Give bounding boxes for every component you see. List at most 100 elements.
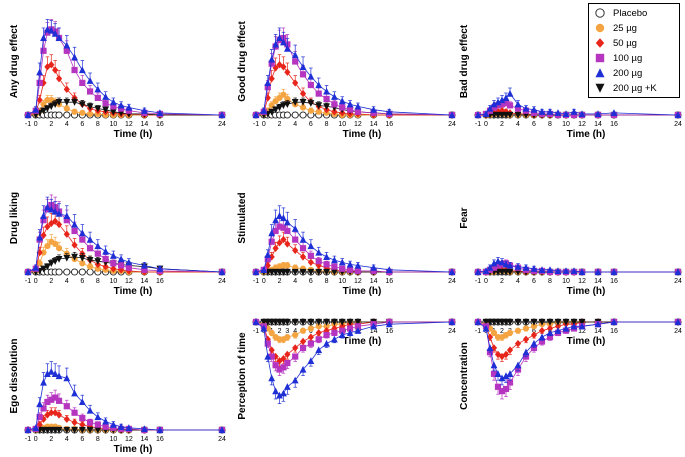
data-point bbox=[292, 353, 299, 360]
data-point bbox=[299, 111, 307, 119]
data-point bbox=[272, 216, 279, 224]
data-point bbox=[331, 268, 338, 276]
data-point bbox=[264, 84, 271, 91]
data-point bbox=[117, 101, 125, 109]
data-point bbox=[284, 227, 291, 235]
data-point bbox=[272, 387, 279, 395]
data-point bbox=[264, 261, 271, 270]
data-point bbox=[102, 93, 109, 100]
data-point bbox=[272, 352, 279, 361]
data-point bbox=[522, 263, 530, 271]
data-point bbox=[276, 61, 283, 69]
x-tick-label: 4 bbox=[65, 436, 69, 443]
x-tick-label: 0 bbox=[34, 278, 38, 285]
x-tick-label: 3 bbox=[285, 328, 289, 335]
data-point bbox=[48, 61, 55, 69]
data-point bbox=[546, 324, 554, 333]
data-point bbox=[71, 53, 78, 61]
x-tick-label: 4 bbox=[293, 278, 297, 285]
x-tick-label: 24 bbox=[448, 121, 456, 128]
x-tick-label: 4 bbox=[293, 121, 297, 128]
data-point bbox=[562, 267, 570, 275]
data-point bbox=[530, 318, 538, 326]
data-point bbox=[47, 103, 55, 111]
x-tick-label: 24 bbox=[448, 278, 456, 285]
data-point bbox=[78, 426, 86, 434]
x-tick-label: 6 bbox=[309, 121, 313, 128]
x-tick-label: 16 bbox=[156, 436, 164, 443]
legend-label: Placebo bbox=[613, 7, 648, 19]
data-point bbox=[272, 64, 279, 72]
data-point bbox=[530, 331, 538, 339]
y-axis-title: Perception of time bbox=[237, 332, 248, 420]
x-tick-label: 14 bbox=[370, 278, 378, 285]
data-point bbox=[71, 108, 78, 115]
series-200-ug bbox=[252, 27, 456, 119]
data-point bbox=[538, 266, 546, 273]
data-point bbox=[486, 104, 494, 112]
x-tick-label: -1 bbox=[25, 436, 31, 443]
data-point bbox=[506, 89, 514, 97]
data-point bbox=[522, 335, 530, 343]
data-point bbox=[346, 266, 354, 273]
data-point bbox=[354, 318, 362, 326]
data-point bbox=[44, 203, 51, 211]
data-point bbox=[63, 47, 70, 54]
data-point bbox=[276, 104, 283, 112]
data-point bbox=[55, 209, 63, 217]
data-point bbox=[354, 326, 362, 334]
series-200-ug bbox=[474, 87, 682, 119]
data-point bbox=[284, 334, 291, 341]
data-point bbox=[276, 239, 283, 247]
data-point bbox=[94, 94, 101, 101]
data-point bbox=[276, 223, 283, 230]
data-point bbox=[323, 323, 330, 330]
data-point bbox=[594, 268, 602, 276]
data-point bbox=[102, 417, 109, 425]
data-point bbox=[522, 104, 530, 112]
data-point bbox=[546, 266, 554, 273]
data-point bbox=[339, 327, 346, 334]
data-point bbox=[354, 267, 362, 275]
data-point bbox=[570, 108, 578, 115]
data-point bbox=[118, 262, 125, 269]
data-point bbox=[125, 107, 132, 114]
data-point bbox=[51, 101, 59, 108]
x-tick-label: 8 bbox=[96, 278, 100, 285]
data-point bbox=[141, 261, 148, 269]
data-point bbox=[71, 227, 78, 235]
data-point bbox=[117, 423, 125, 430]
data-point bbox=[284, 262, 291, 269]
data-point bbox=[323, 331, 330, 339]
x-tick-label: 6 bbox=[532, 121, 536, 128]
data-point bbox=[323, 253, 330, 260]
legend-marker bbox=[595, 8, 605, 18]
data-point bbox=[284, 350, 291, 359]
data-point bbox=[79, 415, 86, 422]
data-point bbox=[291, 376, 299, 384]
data-point bbox=[346, 325, 354, 332]
data-point bbox=[63, 426, 71, 434]
data-point bbox=[307, 258, 314, 266]
data-point bbox=[315, 248, 323, 256]
data-point bbox=[272, 40, 279, 48]
data-point bbox=[52, 394, 59, 401]
x-tick-label: 6 bbox=[309, 278, 313, 285]
data-point bbox=[502, 350, 510, 359]
data-point bbox=[490, 264, 498, 271]
data-point bbox=[506, 111, 514, 119]
data-point bbox=[44, 263, 51, 271]
data-point bbox=[252, 111, 260, 119]
x-tick-label: 6 bbox=[80, 436, 84, 443]
data-point bbox=[354, 261, 362, 269]
x-tick-label: 14 bbox=[594, 278, 602, 285]
data-point bbox=[370, 105, 377, 113]
data-point bbox=[292, 79, 299, 87]
data-point bbox=[494, 257, 502, 265]
data-point bbox=[674, 268, 682, 276]
x-tick-label: 12 bbox=[578, 121, 586, 128]
legend-marker-shape bbox=[595, 8, 605, 18]
x-axis-title: Time (h) bbox=[343, 336, 382, 347]
data-point bbox=[323, 339, 330, 347]
data-point bbox=[63, 41, 71, 49]
